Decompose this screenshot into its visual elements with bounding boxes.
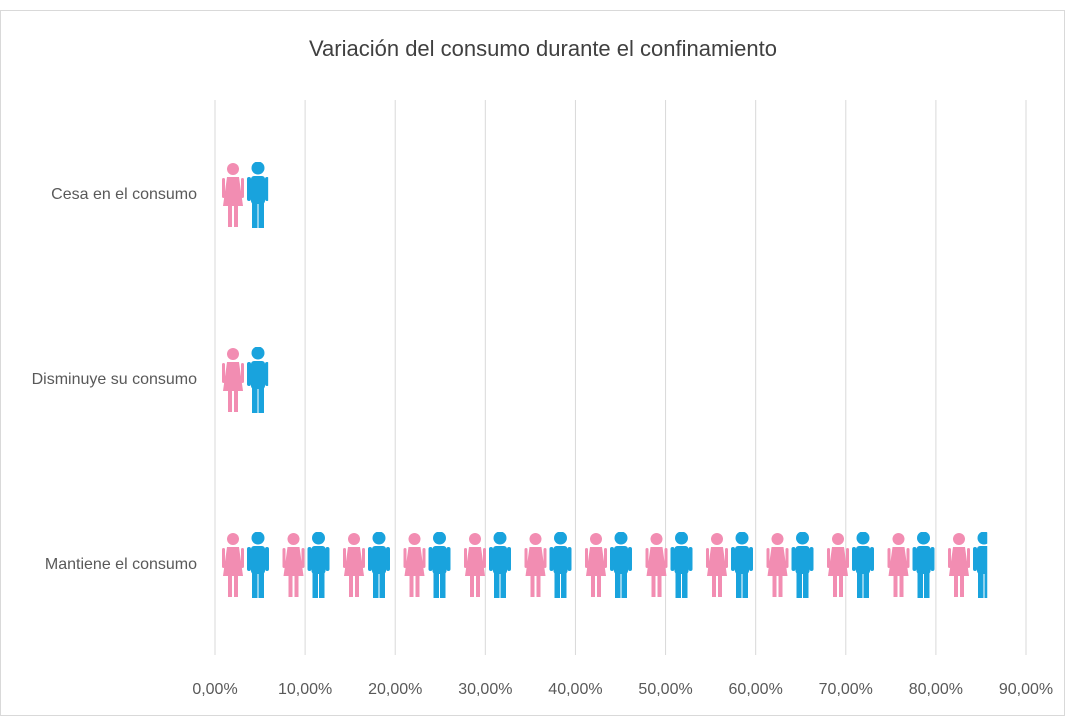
x-tick-label: 50,00%	[638, 681, 692, 698]
bar	[215, 532, 988, 600]
x-tick-label: 80,00%	[909, 681, 963, 698]
x-tick-label: 20,00%	[368, 681, 422, 698]
x-tick-label: 70,00%	[819, 681, 873, 698]
chart-title: Variación del consumo durante el confina…	[309, 36, 777, 61]
chart-frame	[0, 10, 1065, 716]
x-tick-label: 90,00%	[999, 681, 1053, 698]
y-tick-label: Cesa en el consumo	[51, 186, 197, 203]
bar	[215, 347, 269, 415]
x-tick-label: 40,00%	[548, 681, 602, 698]
x-tick-label: 10,00%	[278, 681, 332, 698]
bar	[215, 162, 269, 230]
y-tick-label: Disminuye su consumo	[32, 371, 198, 388]
x-tick-label: 30,00%	[458, 681, 512, 698]
x-tick-label: 0,00%	[192, 681, 237, 698]
x-tick-label: 60,00%	[729, 681, 783, 698]
y-tick-label: Mantiene el consumo	[45, 556, 197, 573]
